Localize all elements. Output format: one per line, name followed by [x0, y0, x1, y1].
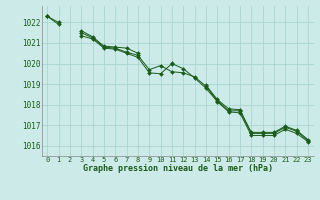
- X-axis label: Graphe pression niveau de la mer (hPa): Graphe pression niveau de la mer (hPa): [83, 164, 273, 173]
